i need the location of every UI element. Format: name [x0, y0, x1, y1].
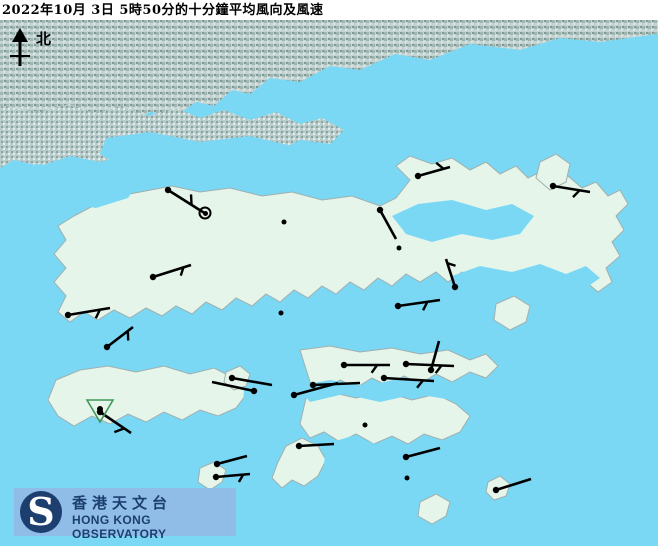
wind-barb: [549, 182, 591, 198]
wind-barb: [340, 361, 390, 374]
wind-barb-flag: [421, 301, 429, 311]
wind-map-canvas[interactable]: 打鼓嶺流浮山濕地公園M石崗大美督塔門大埔滘PRB沙田西貢屯門VRB青衣大老山將軍…: [0, 20, 658, 546]
hko-logo-english: HONG KONG OBSERVATORY: [72, 513, 167, 541]
wind-barb-flag: [370, 364, 379, 374]
station-marker[interactable]: [310, 382, 316, 388]
hko-logo-mark: S: [20, 491, 62, 533]
station-marker[interactable]: [415, 173, 421, 179]
wind-barb-flag: [189, 194, 193, 205]
hko-logo: S 香港天文台 HONG KONG OBSERVATORY: [14, 488, 236, 541]
station-marker[interactable]: [404, 475, 410, 481]
north-arrow-icon: [10, 28, 30, 66]
north-arrow: 北: [6, 26, 76, 70]
wind-barb: [96, 408, 132, 435]
wind-barb: [492, 477, 532, 494]
station-marker[interactable]: [403, 361, 409, 367]
wind-barb-flag: [237, 473, 245, 483]
station-marker[interactable]: [452, 284, 458, 290]
east-lamma-water: [324, 436, 376, 472]
wind-barb: [295, 442, 335, 450]
mainland-china-lower: [0, 104, 344, 168]
wind-barb-flag: [435, 161, 445, 170]
station-marker[interactable]: [251, 388, 257, 394]
wind-barb: [394, 298, 441, 311]
hko-logo-chinese: 香港天文台: [72, 494, 173, 512]
station-marker[interactable]: [104, 344, 110, 350]
station-marker[interactable]: [428, 367, 434, 373]
station-marker-triangle[interactable]: [85, 399, 115, 424]
cheung-chau: [197, 461, 227, 491]
wind-barb: [64, 306, 111, 319]
wind-barb: [402, 446, 441, 461]
wind-barb: [380, 374, 435, 389]
wind-barb-layer: [64, 161, 591, 494]
station-marker-highlighted[interactable]: [198, 206, 212, 220]
shenzhen-bay-water: [100, 132, 300, 172]
station-marker[interactable]: [278, 310, 284, 316]
station-marker[interactable]: [396, 245, 402, 251]
station-marker[interactable]: [362, 422, 368, 428]
north-label: 北: [36, 30, 52, 48]
station-marker[interactable]: [550, 183, 556, 189]
wind-barb-flag: [446, 262, 456, 267]
station-marker[interactable]: [493, 487, 499, 493]
po-toi-islands: [417, 493, 451, 525]
wind-barb-flag: [94, 309, 102, 319]
wind-barb-flag: [434, 364, 443, 374]
tolo-harbour-water: [392, 200, 534, 242]
sai-kung-islands: [493, 295, 531, 331]
station-marker[interactable]: [403, 454, 409, 460]
wind-barb-flag: [572, 189, 581, 198]
wind-barb: [211, 380, 258, 395]
station-marker[interactable]: [281, 219, 287, 225]
station-marker[interactable]: [65, 312, 71, 318]
station-marker[interactable]: [229, 375, 235, 381]
station-marker[interactable]: [213, 474, 219, 480]
wind-barb-flag: [416, 379, 424, 389]
wind-barb-flag: [179, 267, 185, 276]
wind-barb: [149, 263, 192, 281]
station-marker[interactable]: [291, 392, 297, 398]
lamma-island: [271, 437, 327, 489]
hko-logo-glyph: S: [27, 491, 55, 533]
wind-barb-flag: [113, 427, 125, 434]
sai-kung-water: [452, 264, 600, 296]
station-marker[interactable]: [165, 187, 171, 193]
station-marker[interactable]: [214, 461, 220, 467]
wind-barb: [228, 374, 273, 387]
station-marker[interactable]: [395, 303, 401, 309]
station-marker[interactable]: [377, 207, 383, 213]
station-marker[interactable]: [296, 443, 302, 449]
wind-barb: [212, 472, 251, 483]
deep-bay-water: [0, 164, 140, 212]
station-marker[interactable]: [381, 375, 387, 381]
station-marker[interactable]: [150, 274, 156, 280]
page-title: 2022年10月 3日 5時50分的十分鐘平均風向及風速: [2, 3, 324, 18]
tap-mun-island: [535, 153, 571, 191]
station-marker[interactable]: [341, 362, 347, 368]
mainland-china: [0, 20, 658, 134]
